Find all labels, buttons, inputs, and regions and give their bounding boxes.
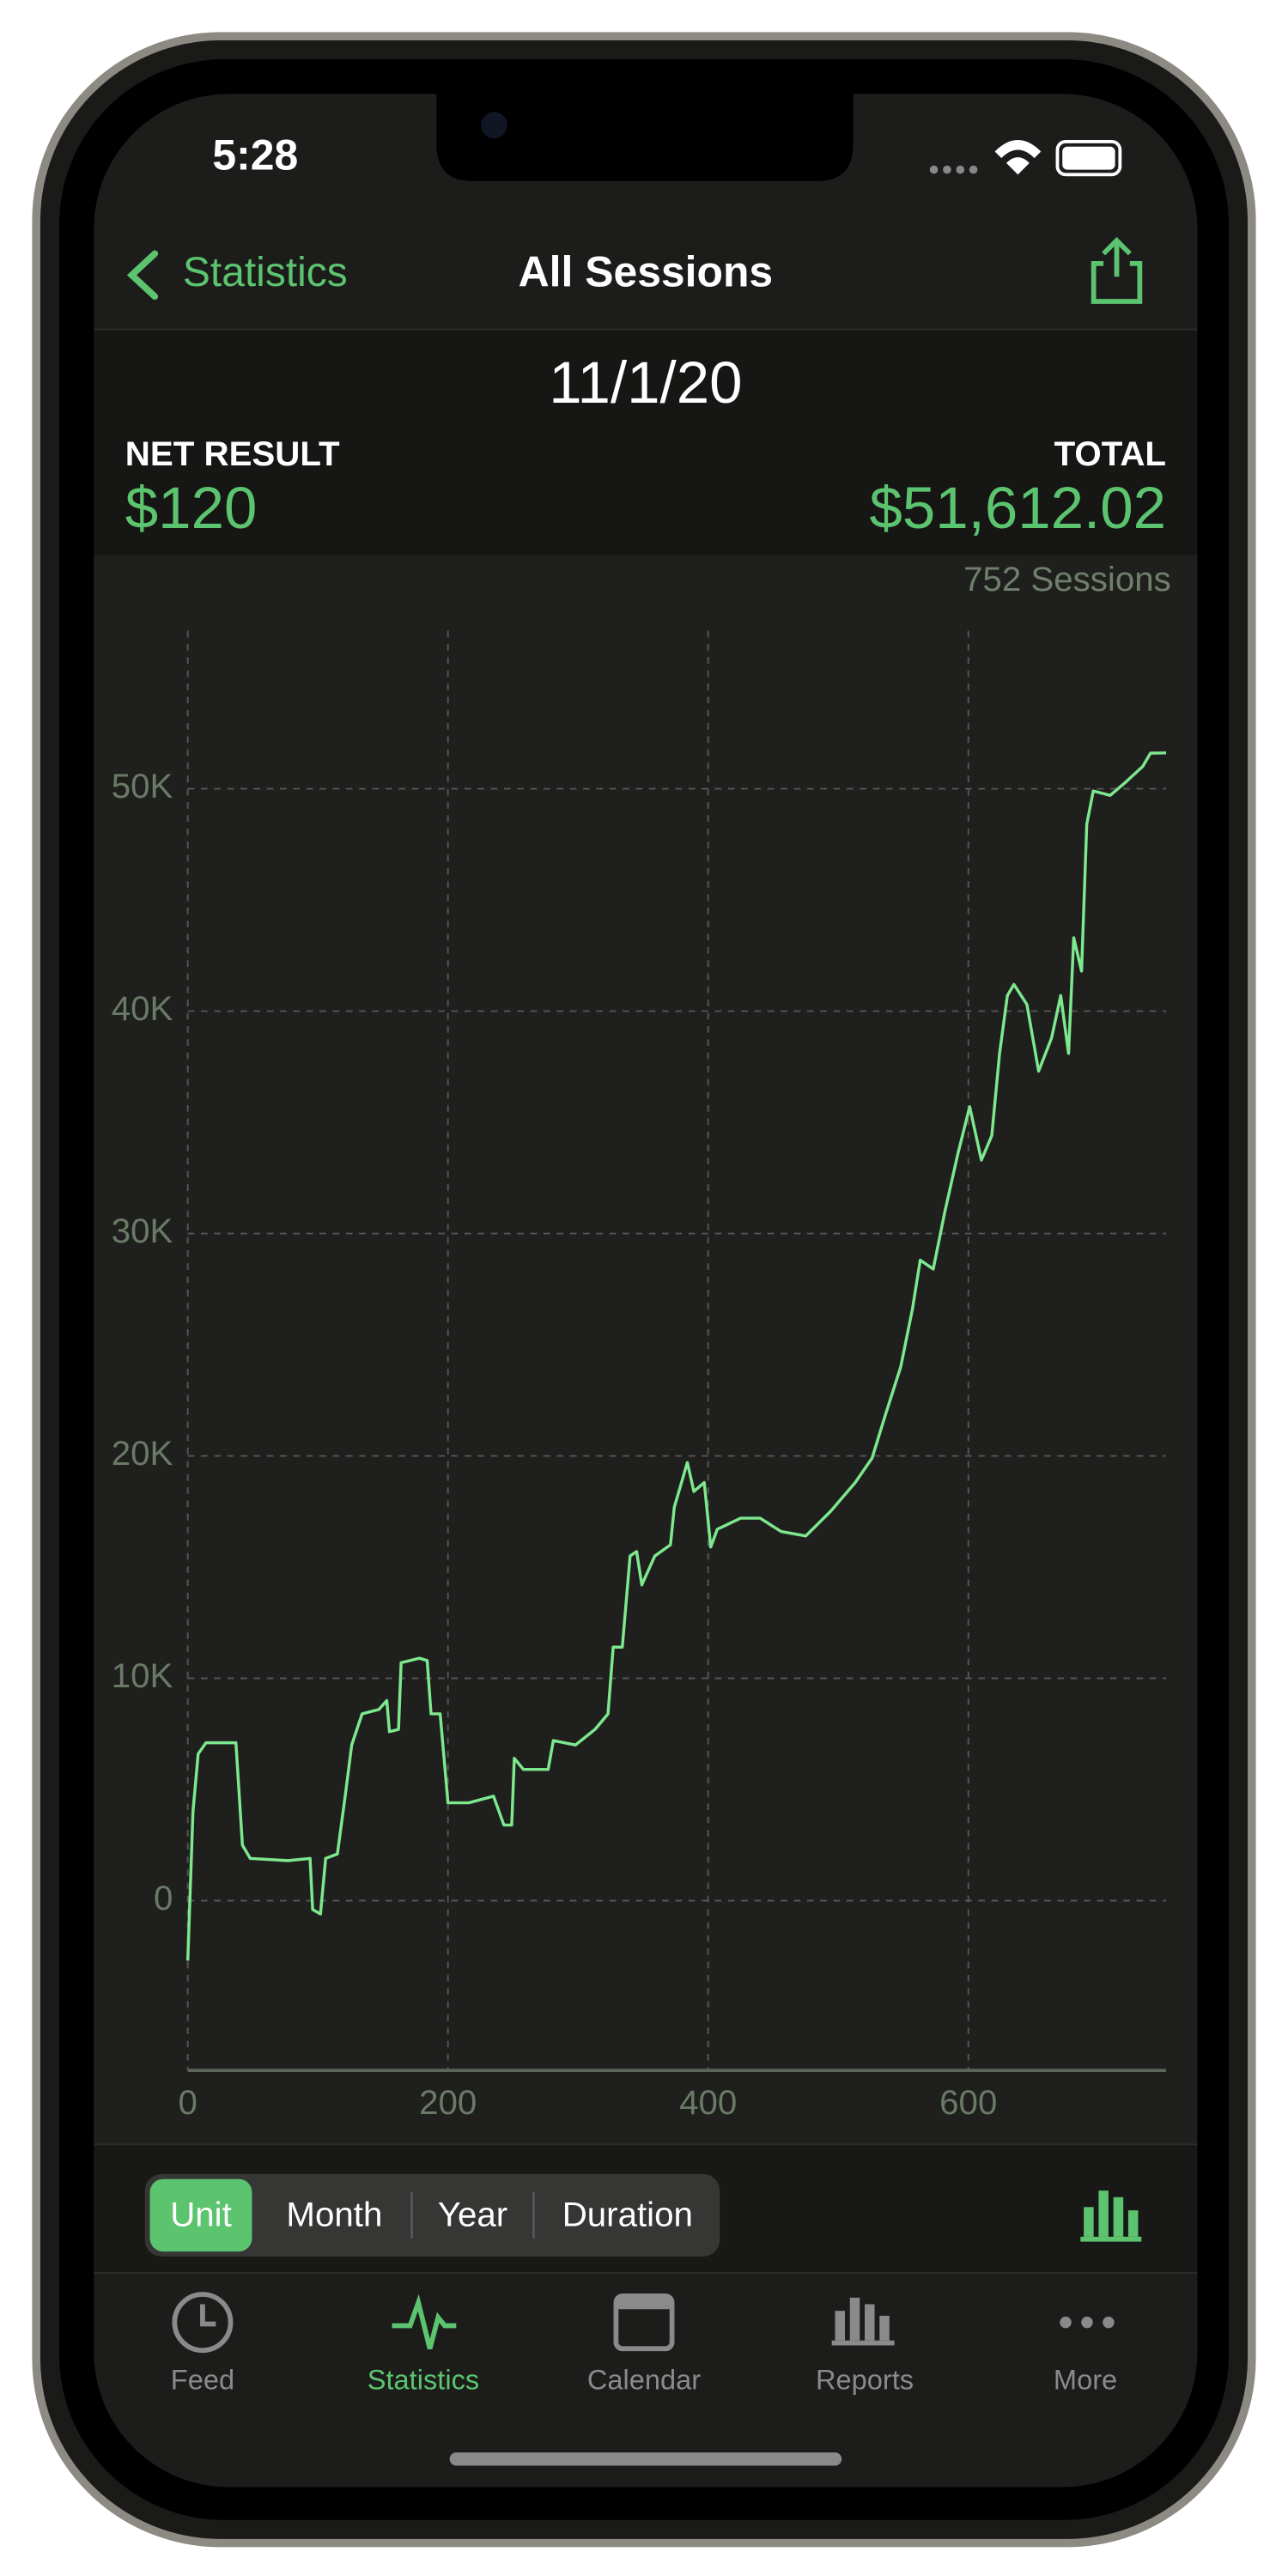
y-tick-label: 50K	[112, 767, 173, 805]
segment-option[interactable]: Duration	[562, 2195, 693, 2233]
tab-label[interactable]: More	[1054, 2363, 1117, 2395]
segment-option[interactable]: Unit	[170, 2195, 232, 2233]
calendar-icon	[613, 2293, 675, 2352]
segment-selected	[149, 2178, 252, 2252]
segment-options: Unit Month Year Duration	[149, 2178, 693, 2252]
tab-label[interactable]: Statistics	[368, 2363, 479, 2395]
chart: 0 200 400 600 0 10K 20K 30K 40K 50K	[112, 630, 1167, 2122]
feed-icon	[172, 2292, 234, 2354]
x-tick-label: 200	[419, 2083, 477, 2122]
reports-icon	[831, 2297, 895, 2346]
status-icons	[929, 140, 1122, 177]
data-line	[185, 751, 1167, 1961]
camera	[481, 112, 507, 139]
nav-title: All Sessions	[519, 248, 774, 296]
more-icon	[1060, 2316, 1115, 2329]
date: 11/1/20	[549, 349, 742, 416]
x-tick-label: 600	[939, 2083, 997, 2122]
segmented-control	[144, 2173, 720, 2257]
chart-type-button[interactable]	[1080, 2190, 1142, 2242]
status-time: 5:28	[212, 131, 298, 179]
back-chevron[interactable]	[126, 250, 159, 301]
y-tick-label: 30K	[112, 1212, 173, 1250]
x-tick-label: 0	[178, 2083, 197, 2122]
y-tick-label: 20K	[112, 1434, 173, 1473]
segment-option[interactable]: Year	[438, 2195, 507, 2233]
back-button[interactable]: Statistics	[183, 250, 348, 295]
share-button[interactable]	[1091, 236, 1143, 304]
tab-label[interactable]: Feed	[171, 2363, 234, 2395]
sessions-count: 752 Sessions	[963, 560, 1171, 598]
net-result: $120	[125, 474, 258, 541]
tab-label[interactable]: Reports	[816, 2363, 914, 2395]
home-indicator	[449, 2452, 842, 2466]
y-tick-label: 0	[154, 1879, 173, 1917]
x-tick-label: 400	[679, 2083, 737, 2122]
total-label: TOTAL	[1054, 434, 1166, 473]
notch	[436, 94, 854, 181]
y-tick-label: 10K	[112, 1656, 173, 1695]
tab-bar: Feed Statistics Calendar Reports More	[171, 2292, 1117, 2395]
chart-panel	[94, 555, 1198, 2145]
tab-label[interactable]: Calendar	[587, 2363, 701, 2395]
statistics-icon	[392, 2293, 457, 2350]
segment-option[interactable]: Month	[286, 2195, 382, 2233]
y-tick-label: 40K	[112, 989, 173, 1028]
header-panel	[94, 329, 1198, 556]
total: $51,612.02	[869, 474, 1166, 541]
net-result-label: NET RESULT	[125, 434, 340, 473]
